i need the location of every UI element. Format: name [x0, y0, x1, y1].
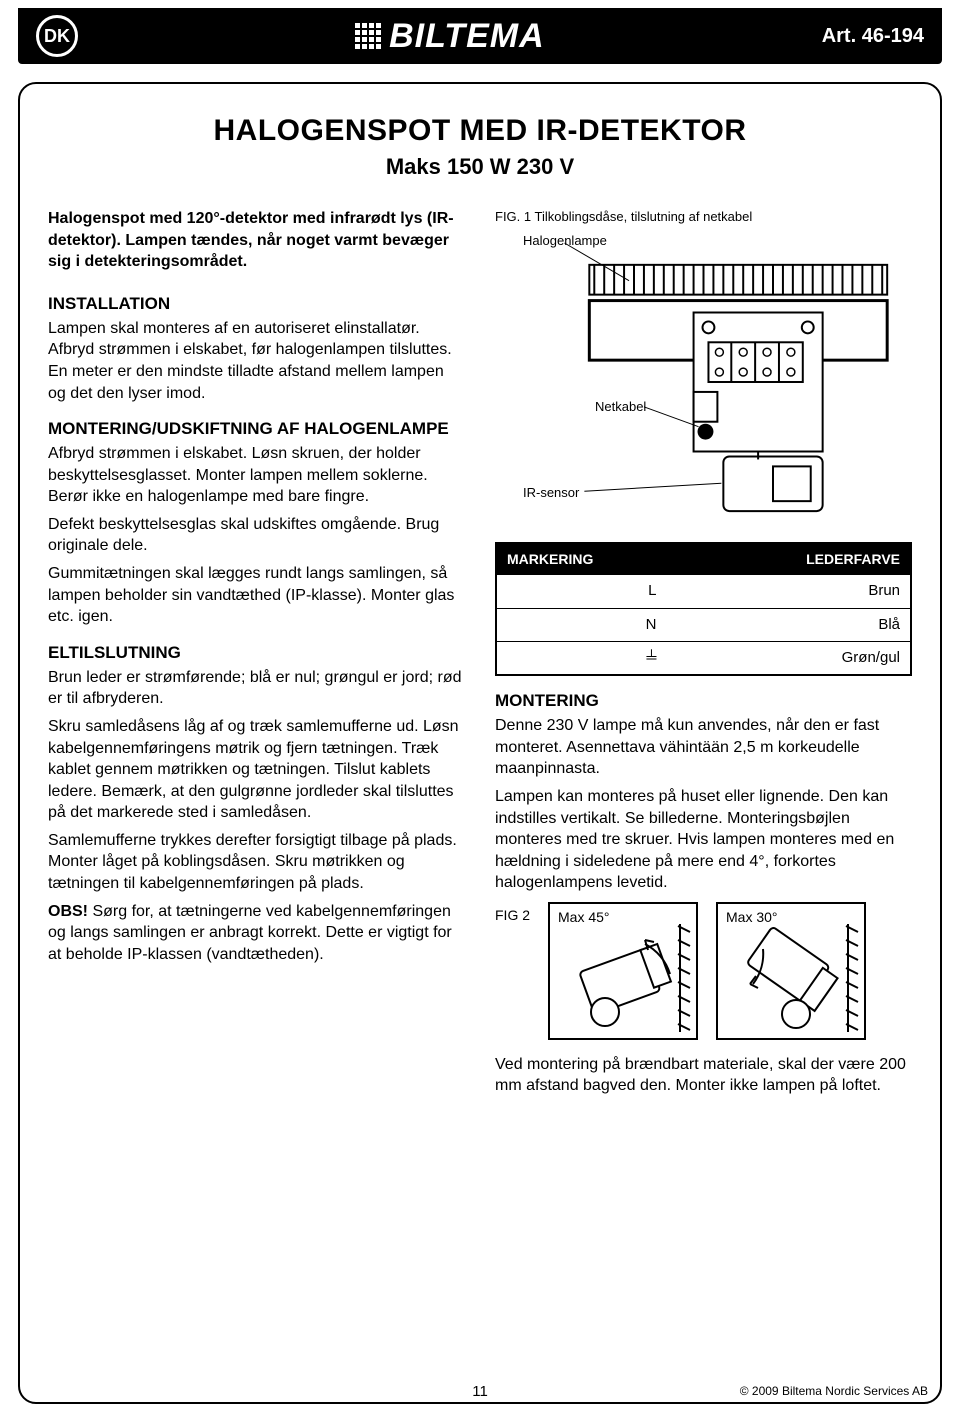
fig2-label: FIG 2: [495, 902, 530, 925]
fig1-label-netkabel: Netkabel: [595, 398, 646, 416]
mounting-p2: Lampen kan monteres på huset eller ligne…: [495, 786, 912, 894]
table-row: N Blå: [496, 608, 911, 641]
mounting-p1: Denne 230 V lampe må kun anvendes, når d…: [495, 715, 912, 780]
fig2-cap-45: Max 45°: [558, 908, 610, 927]
left-column: Halogenspot med 120°-detektor med infrar…: [48, 208, 465, 1103]
obs-paragraph: OBS! Sørg for, at tætningerne ved kabelg…: [48, 901, 465, 966]
replace-p3: Gummitætningen skal lægges rundt langs s…: [48, 563, 465, 628]
electrical-p3: Samlemufferne trykkes derefter forsigtig…: [48, 830, 465, 895]
fig2-cap-30: Max 30°: [726, 908, 778, 927]
intro-text: Halogenspot med 120°-detektor med infrar…: [48, 208, 465, 273]
brand-logo: BILTEMA: [355, 17, 545, 56]
page-title: HALOGENSPOT MED IR-DETEKTOR: [48, 114, 912, 148]
table-row: ╧ Grøn/gul: [496, 641, 911, 675]
cell-color: Grøn/gul: [696, 641, 911, 675]
obs-text: Sørg for, at tætningerne ved kabelgennem…: [48, 903, 452, 963]
cell-color: Brun: [696, 575, 911, 608]
brand-dots-icon: [355, 23, 381, 49]
fig2-row: FIG 2 Max 45°: [495, 902, 912, 1040]
cell-mark: L: [496, 575, 696, 608]
ground-icon: ╧: [647, 653, 657, 661]
electrical-p2: Skru samledåsens låg af og træk samlemuf…: [48, 716, 465, 824]
fig1-caption: FIG. 1 Tilkoblingsdåse, tilslutning af n…: [495, 208, 912, 226]
replace-p1: Afbryd strømmen i elskabet. Løsn skruen,…: [48, 443, 465, 508]
replace-heading: MONTERING/UDSKIFTNING AF HALOGENLAMPE: [48, 418, 465, 441]
fig1-label-ir: IR-sensor: [523, 484, 579, 502]
page-number: 11: [472, 1383, 488, 1400]
mounting-heading: MONTERING: [495, 690, 912, 713]
page-subtitle: Maks 150 W 230 V: [48, 154, 912, 180]
right-column: FIG. 1 Tilkoblingsdåse, tilslutning af n…: [495, 208, 912, 1103]
electrical-p1: Brun leder er strømførende; blå er nul; …: [48, 667, 465, 710]
page: DK BILTEMA Art. 46-194 HALOGENSPOT MED I…: [0, 8, 960, 1422]
table-col-marking: MARKERING: [496, 543, 696, 575]
fig1-diagram: Halogenlampe Netkabel IR-sensor: [495, 232, 912, 532]
table-row: L Brun: [496, 575, 911, 608]
article-number: Art. 46-194: [822, 25, 924, 48]
country-badge: DK: [36, 15, 78, 57]
brand-text: BILTEMA: [389, 17, 545, 56]
fig2-box-45: Max 45°: [548, 902, 698, 1040]
copyright: © 2009 Biltema Nordic Services AB: [740, 1384, 928, 1398]
fig1-label-halogen: Halogenlampe: [523, 232, 607, 250]
header-bar: DK BILTEMA Art. 46-194: [18, 8, 942, 64]
mounting-p3: Ved montering på brændbart materiale, sk…: [495, 1054, 912, 1097]
electrical-heading: ELTILSLUTNING: [48, 642, 465, 665]
content-frame: HALOGENSPOT MED IR-DETEKTOR Maks 150 W 2…: [18, 82, 942, 1404]
fig2-box-30: Max 30°: [716, 902, 866, 1040]
columns: Halogenspot med 120°-detektor med infrar…: [48, 208, 912, 1103]
cell-color: Blå: [696, 608, 911, 641]
cell-mark-ground: ╧: [496, 641, 696, 675]
replace-p2: Defekt beskyttelsesglas skal udskiftes o…: [48, 514, 465, 557]
wiring-table: MARKERING LEDERFARVE L Brun N Blå: [495, 542, 912, 677]
table-col-color: LEDERFARVE: [696, 543, 911, 575]
installation-heading: INSTALLATION: [48, 293, 465, 316]
obs-label: OBS!: [48, 903, 88, 920]
cell-mark: N: [496, 608, 696, 641]
installation-body: Lampen skal monteres af en autoriseret e…: [48, 318, 465, 404]
